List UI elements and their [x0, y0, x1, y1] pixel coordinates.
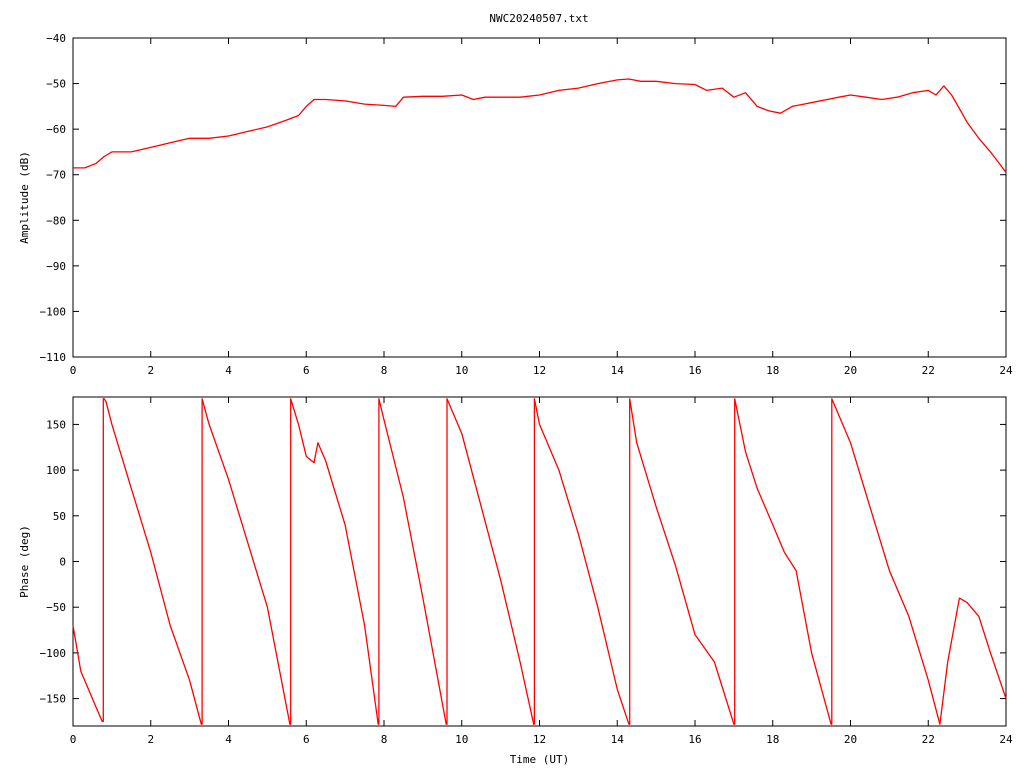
phase-y-tick-label: −50	[46, 601, 66, 614]
phase-y-tick-label: 0	[59, 556, 66, 569]
amplitude-x-tick-label: 22	[922, 364, 935, 377]
phase-y-tick-label: 150	[46, 418, 66, 431]
amplitude-y-tick-label: −40	[46, 32, 66, 45]
amplitude-x-tick-label: 16	[688, 364, 701, 377]
phase-x-tick-label: 18	[766, 733, 779, 746]
phase-x-tick-label: 14	[611, 733, 625, 746]
amplitude-x-tick-label: 24	[999, 364, 1013, 377]
amplitude-y-tick-label: −80	[46, 214, 66, 227]
phase-series-line	[72, 398, 1007, 725]
phase-y-tick-label: −150	[40, 693, 67, 706]
phase-x-tick-label: 0	[70, 733, 77, 746]
amplitude-x-tick-label: 12	[533, 364, 546, 377]
amplitude-y-tick-label: −60	[46, 123, 66, 136]
amplitude-x-tick-label: 10	[455, 364, 468, 377]
amplitude-plot-frame	[72, 37, 1007, 358]
amplitude-x-tick-label: 8	[381, 364, 388, 377]
phase-x-tick-label: 24	[999, 733, 1013, 746]
amplitude-y-tick-label: −100	[40, 305, 67, 318]
phase-plot-frame	[72, 396, 1007, 727]
chart-title: NWC20240507.txt	[489, 12, 588, 25]
phase-x-tick-label: 8	[381, 733, 388, 746]
phase-y-tick-label: −100	[40, 647, 67, 660]
amplitude-y-tick-label: −50	[46, 78, 66, 91]
amplitude-y-tick-label: −70	[46, 169, 66, 182]
phase-panel: 0 2 4 6 8 10 12 14 16 18 20 22 24−150−100−5005010015…	[18, 396, 1013, 766]
phase-x-tick-label: 22	[922, 733, 935, 746]
phase-x-tick-label: 12	[533, 733, 546, 746]
amplitude-x-tick-label: 6	[303, 364, 310, 377]
phase-x-axis-title: Time (UT)	[510, 753, 570, 766]
phase-y-axis-title: Phase (deg)	[18, 525, 31, 598]
phase-x-tick-label: 10	[455, 733, 468, 746]
amplitude-y-axis-title: Amplitude (dB)	[18, 151, 31, 244]
phase-x-tick-label: 20	[844, 733, 857, 746]
amplitude-x-tick-label: 0	[70, 364, 77, 377]
amplitude-x-tick-label: 20	[844, 364, 857, 377]
amplitude-panel: 0 2 4 6 8 10 12 14 16 18 20 22 24−110−100−90−80−70−6…	[18, 32, 1013, 377]
amplitude-y-tick-label: −90	[46, 260, 66, 273]
amplitude-x-tick-label: 2	[147, 364, 154, 377]
amplitude-x-tick-label: 14	[611, 364, 625, 377]
amplitude-x-tick-label: 4	[225, 364, 232, 377]
phase-x-tick-label: 2	[147, 733, 154, 746]
phase-x-tick-label: 16	[688, 733, 701, 746]
phase-y-tick-label: 100	[46, 464, 66, 477]
amplitude-x-tick-label: 18	[766, 364, 779, 377]
phase-y-tick-label: 50	[53, 510, 66, 523]
phase-x-tick-label: 4	[225, 733, 232, 746]
amplitude-series-line	[73, 78, 1007, 173]
phase-x-tick-label: 6	[303, 733, 310, 746]
amplitude-y-tick-label: −110	[40, 351, 67, 364]
